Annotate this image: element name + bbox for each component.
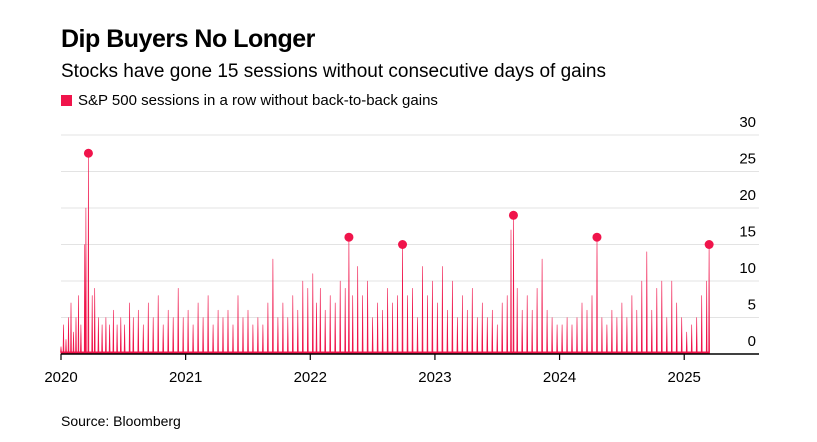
highlight-marker — [83, 148, 93, 158]
y-tick-label: 5 — [748, 297, 756, 314]
y-axis-tick-labels: 30 25 20 15 10 5 0 — [739, 114, 756, 350]
highlight-marker — [398, 240, 408, 249]
highlight-marker — [704, 240, 714, 249]
highlight-marker — [508, 210, 518, 220]
series-area-path — [60, 153, 710, 355]
x-tick-label: 2023 — [418, 369, 451, 386]
x-axis: 2020 2021 2022 2023 2024 2025 — [44, 353, 759, 386]
y-tick-label: 15 — [739, 224, 756, 241]
highlight-marker — [592, 232, 602, 242]
legend-label: S&P 500 sessions in a row without back-t… — [78, 92, 438, 109]
x-tick-label: 2024 — [543, 369, 576, 386]
y-tick-label: 30 — [739, 114, 756, 131]
highlight-marker — [344, 232, 354, 242]
chart-title: Dip Buyers No Longer — [61, 25, 315, 53]
y-tick-label: 25 — [739, 151, 756, 168]
chart-legend: S&P 500 sessions in a row without back-t… — [61, 92, 438, 109]
highlight-markers — [83, 148, 714, 249]
x-tick-label: 2020 — [44, 369, 77, 386]
chart-subtitle: Stocks have gone 15 sessions without con… — [61, 61, 606, 82]
x-tick-label: 2022 — [294, 369, 327, 386]
series-area — [60, 153, 710, 355]
source-note: Source: Bloomberg — [61, 413, 181, 429]
y-tick-label: 0 — [748, 333, 756, 350]
legend-swatch — [61, 95, 72, 106]
y-tick-label: 20 — [739, 187, 756, 204]
x-tick-label: 2021 — [169, 369, 202, 386]
y-tick-label: 10 — [739, 260, 756, 277]
x-tick-label: 2025 — [668, 369, 701, 386]
grid-lines — [61, 134, 759, 355]
